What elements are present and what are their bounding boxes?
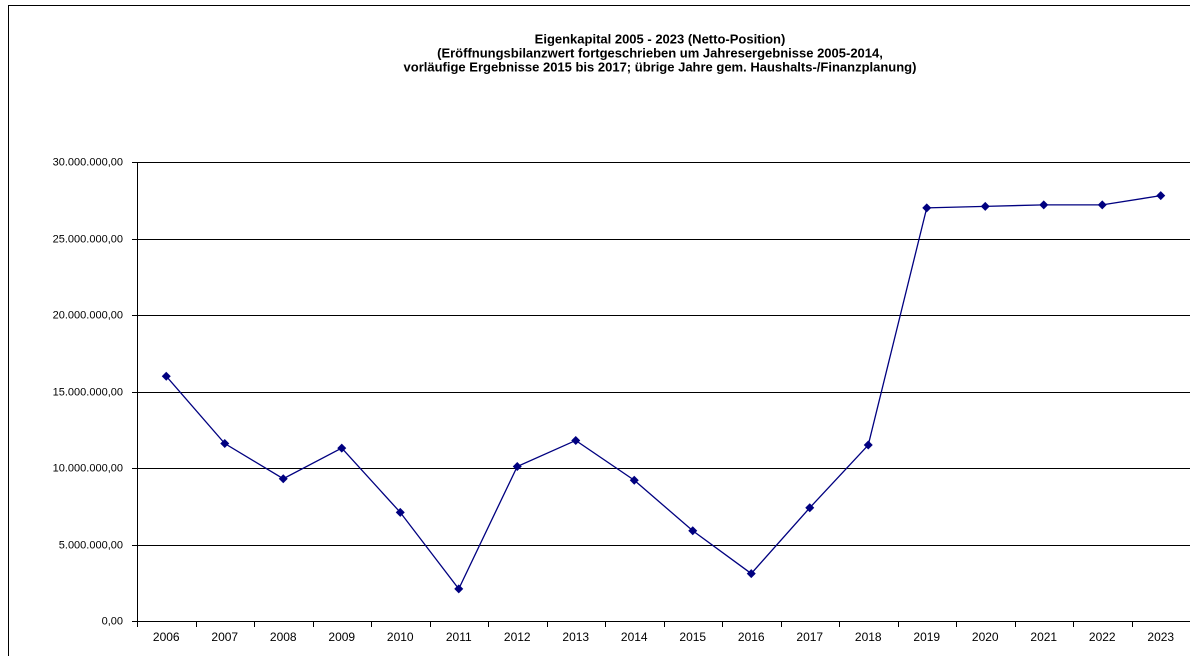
x-tick-label: 2010 <box>387 630 414 644</box>
data-point <box>688 526 698 536</box>
data-point <box>746 569 756 579</box>
data-point <box>337 443 347 453</box>
data-point <box>278 474 288 484</box>
data-point <box>805 503 815 513</box>
x-tick-label: 2015 <box>679 630 706 644</box>
x-tick-label: 2007 <box>211 630 238 644</box>
y-tick-label: 25.000.000,00 <box>53 233 123 245</box>
data-point <box>571 435 581 445</box>
data-point <box>922 203 932 213</box>
x-tick-label: 2014 <box>621 630 648 644</box>
y-tick-label: 20.000.000,00 <box>53 309 123 321</box>
data-point <box>512 461 522 471</box>
x-tick-label: 2006 <box>153 630 180 644</box>
x-tick-label: 2020 <box>972 630 999 644</box>
x-tick-label: 2022 <box>1089 630 1116 644</box>
x-tick-label: 2012 <box>504 630 531 644</box>
data-point <box>863 440 873 450</box>
x-tick-label: 2018 <box>855 630 882 644</box>
y-tick-label: 30.000.000,00 <box>53 156 123 168</box>
x-tick-label: 2019 <box>913 630 940 644</box>
y-tick-label: 10.000.000,00 <box>53 462 123 474</box>
x-tick-label: 2009 <box>328 630 355 644</box>
data-point <box>454 584 464 594</box>
chart-subtitle: (Eröffnungsbilanzwert fortgeschrieben um… <box>437 45 883 60</box>
x-tick-label: 2008 <box>270 630 297 644</box>
data-point <box>980 201 990 211</box>
data-point <box>1156 191 1166 201</box>
data-point <box>395 507 405 517</box>
data-point <box>220 439 230 449</box>
chart-title: Eigenkapital 2005 - 2023 (Netto-Position… <box>535 31 786 46</box>
data-line <box>165 195 1161 591</box>
x-tick-label: 2017 <box>796 630 823 644</box>
x-tick-label: 2016 <box>738 630 765 644</box>
y-tick-label: 15.000.000,00 <box>53 386 123 398</box>
y-tick-label: 5.000.000,00 <box>59 539 123 551</box>
data-point <box>1097 200 1107 210</box>
chart-subtitle: vorläufige Ergebnisse 2015 bis 2017; übr… <box>404 59 917 74</box>
y-tick-label: 0,00 <box>102 615 123 627</box>
x-tick-label: 2023 <box>1147 630 1174 644</box>
data-point <box>161 371 171 381</box>
x-tick-label: 2011 <box>446 630 472 644</box>
data-point <box>1039 200 1049 210</box>
data-point <box>629 475 639 485</box>
x-tick-label: 2013 <box>562 630 589 644</box>
x-tick-label: 2021 <box>1030 630 1057 644</box>
chart-frame <box>8 5 1190 656</box>
